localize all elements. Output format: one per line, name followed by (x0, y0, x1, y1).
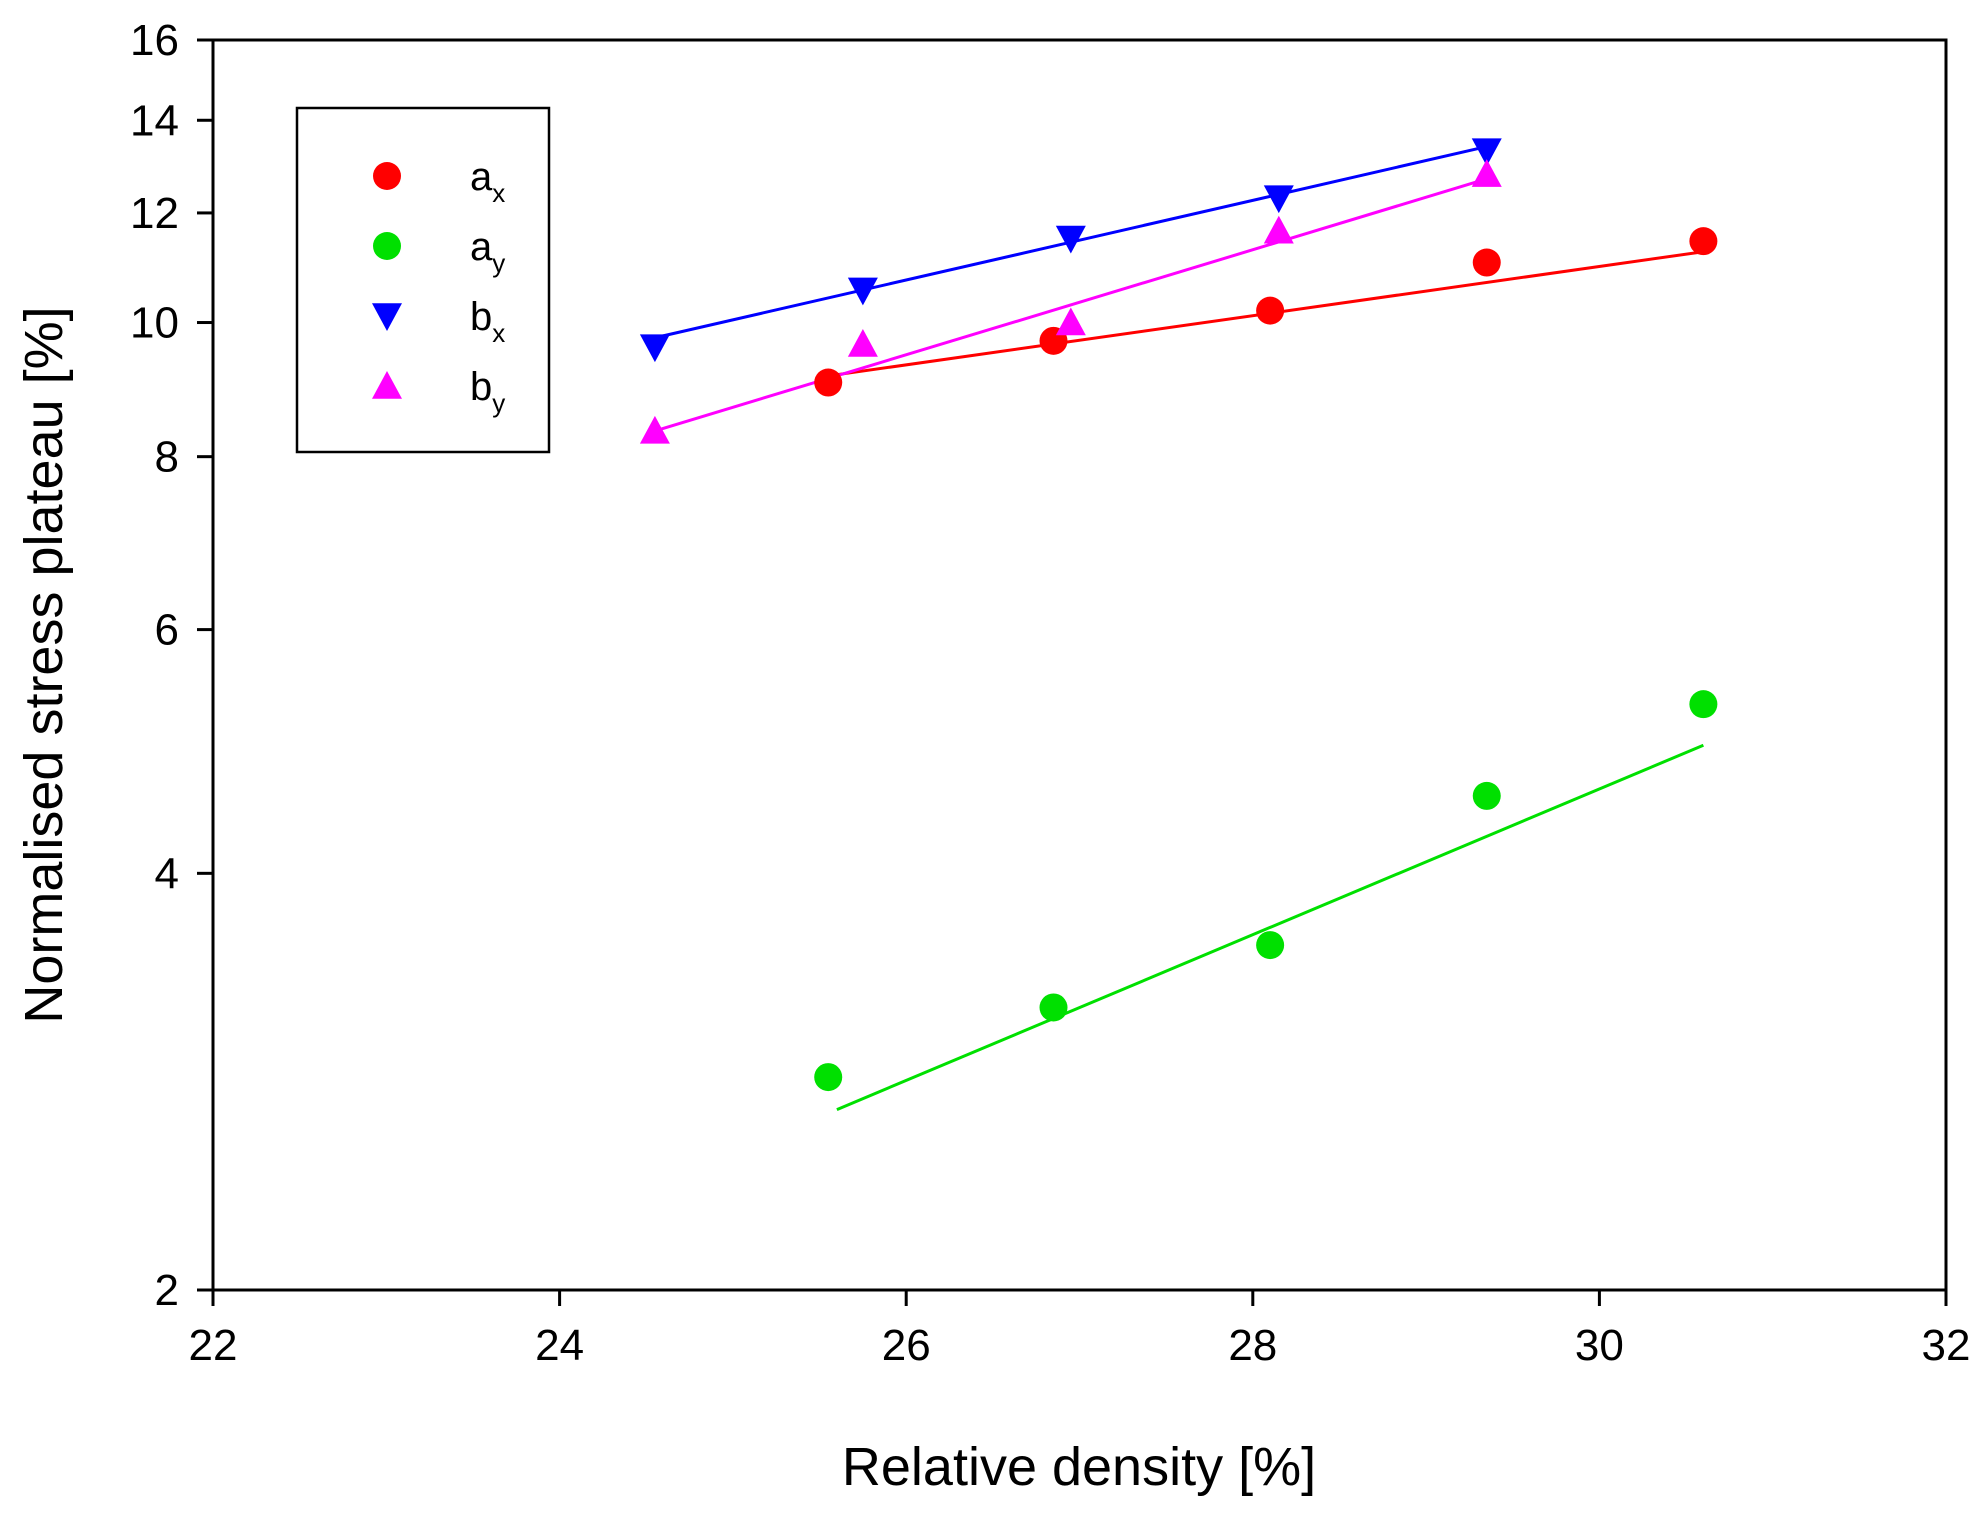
y-tick-label: 10 (130, 299, 179, 348)
legend-label-bx: bx (470, 295, 505, 348)
legend-label-by: by (470, 365, 505, 418)
point-ax (1472, 248, 1501, 277)
y-tick-label: 8 (155, 433, 179, 482)
legend-label-subscript: x (492, 318, 505, 348)
data-points (639, 138, 1718, 1092)
point-bx (639, 334, 670, 363)
point-by (1055, 307, 1086, 336)
legend-label-ay: ay (470, 225, 505, 278)
x-tick-label: 26 (882, 1321, 931, 1370)
legend-label-base: b (470, 295, 492, 339)
point-bx (1471, 138, 1502, 167)
x-tick-label: 32 (1922, 1321, 1971, 1370)
point-ax (1689, 227, 1718, 256)
point-ax (814, 368, 843, 397)
point-ay (1256, 931, 1285, 960)
legend-label-subscript: y (492, 388, 505, 418)
legend-label-subscript: x (492, 178, 505, 208)
x-tick-label: 22 (189, 1321, 238, 1370)
x-tick-label: 24 (535, 1321, 584, 1370)
point-bx (1263, 185, 1294, 214)
point-bx (1055, 225, 1086, 254)
legend-marker-bx (372, 303, 402, 331)
fit-line-ay (836, 743, 1704, 1111)
y-tick-label: 16 (130, 16, 179, 65)
fit-lines (654, 145, 1704, 1111)
point-by (639, 415, 670, 444)
y-tick-label: 12 (130, 189, 179, 238)
legend-marker-ax (373, 162, 401, 190)
point-by (1263, 215, 1294, 244)
point-ay (814, 1063, 843, 1092)
y-tick-label: 4 (155, 849, 179, 898)
legend-label-base: a (470, 225, 493, 269)
x-tick-label: 30 (1575, 1321, 1624, 1370)
legend-label-subscript: y (492, 248, 505, 278)
x-tick-label: 28 (1228, 1321, 1277, 1370)
legend-box (295, 106, 551, 454)
point-ay (1039, 993, 1068, 1022)
point-by (847, 328, 878, 357)
y-axis-ticks: 2 4 6 8 10 12 14 16 (130, 16, 213, 1315)
x-axis-ticks: 22 24 26 28 30 32 (189, 1290, 1971, 1370)
fit-line-by (654, 177, 1488, 433)
y-tick-label: 6 (155, 606, 179, 655)
point-bx (847, 277, 878, 306)
x-axis-title: Relative density [%] (842, 1437, 1316, 1497)
legend-marker-ay (373, 232, 401, 260)
legend-label-base: a (470, 155, 493, 199)
y-tick-label: 2 (155, 1266, 179, 1315)
point-by (1471, 159, 1502, 187)
legend-label-base: b (470, 365, 492, 409)
point-ay (1689, 690, 1718, 719)
y-tick-label: 14 (130, 96, 179, 145)
point-ay (1472, 781, 1501, 810)
legend-label-ax: ax (470, 155, 505, 208)
legend-marker-by (372, 371, 402, 399)
y-axis-title: Normalised stress plateau [%] (14, 306, 74, 1023)
point-ax (1256, 296, 1285, 325)
plot-frame (211, 38, 1948, 1292)
